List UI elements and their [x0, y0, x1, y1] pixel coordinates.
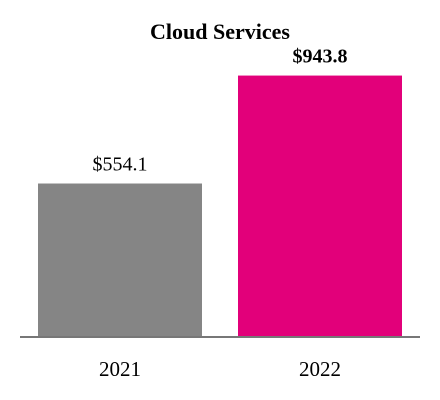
bar-2021	[38, 183, 202, 337]
value-label-2022: $943.8	[293, 46, 348, 68]
x-tick-labels-group: 2021 2022	[99, 357, 341, 381]
value-labels-group: $554.1 $943.8	[93, 46, 348, 176]
bars-group	[38, 75, 402, 338]
x-tick-label-2022: 2022	[299, 357, 341, 381]
chart-title: Cloud Services	[150, 19, 290, 44]
value-label-2021: $554.1	[93, 154, 148, 176]
x-tick-label-2021: 2021	[99, 357, 141, 381]
bar-2022	[238, 75, 402, 338]
